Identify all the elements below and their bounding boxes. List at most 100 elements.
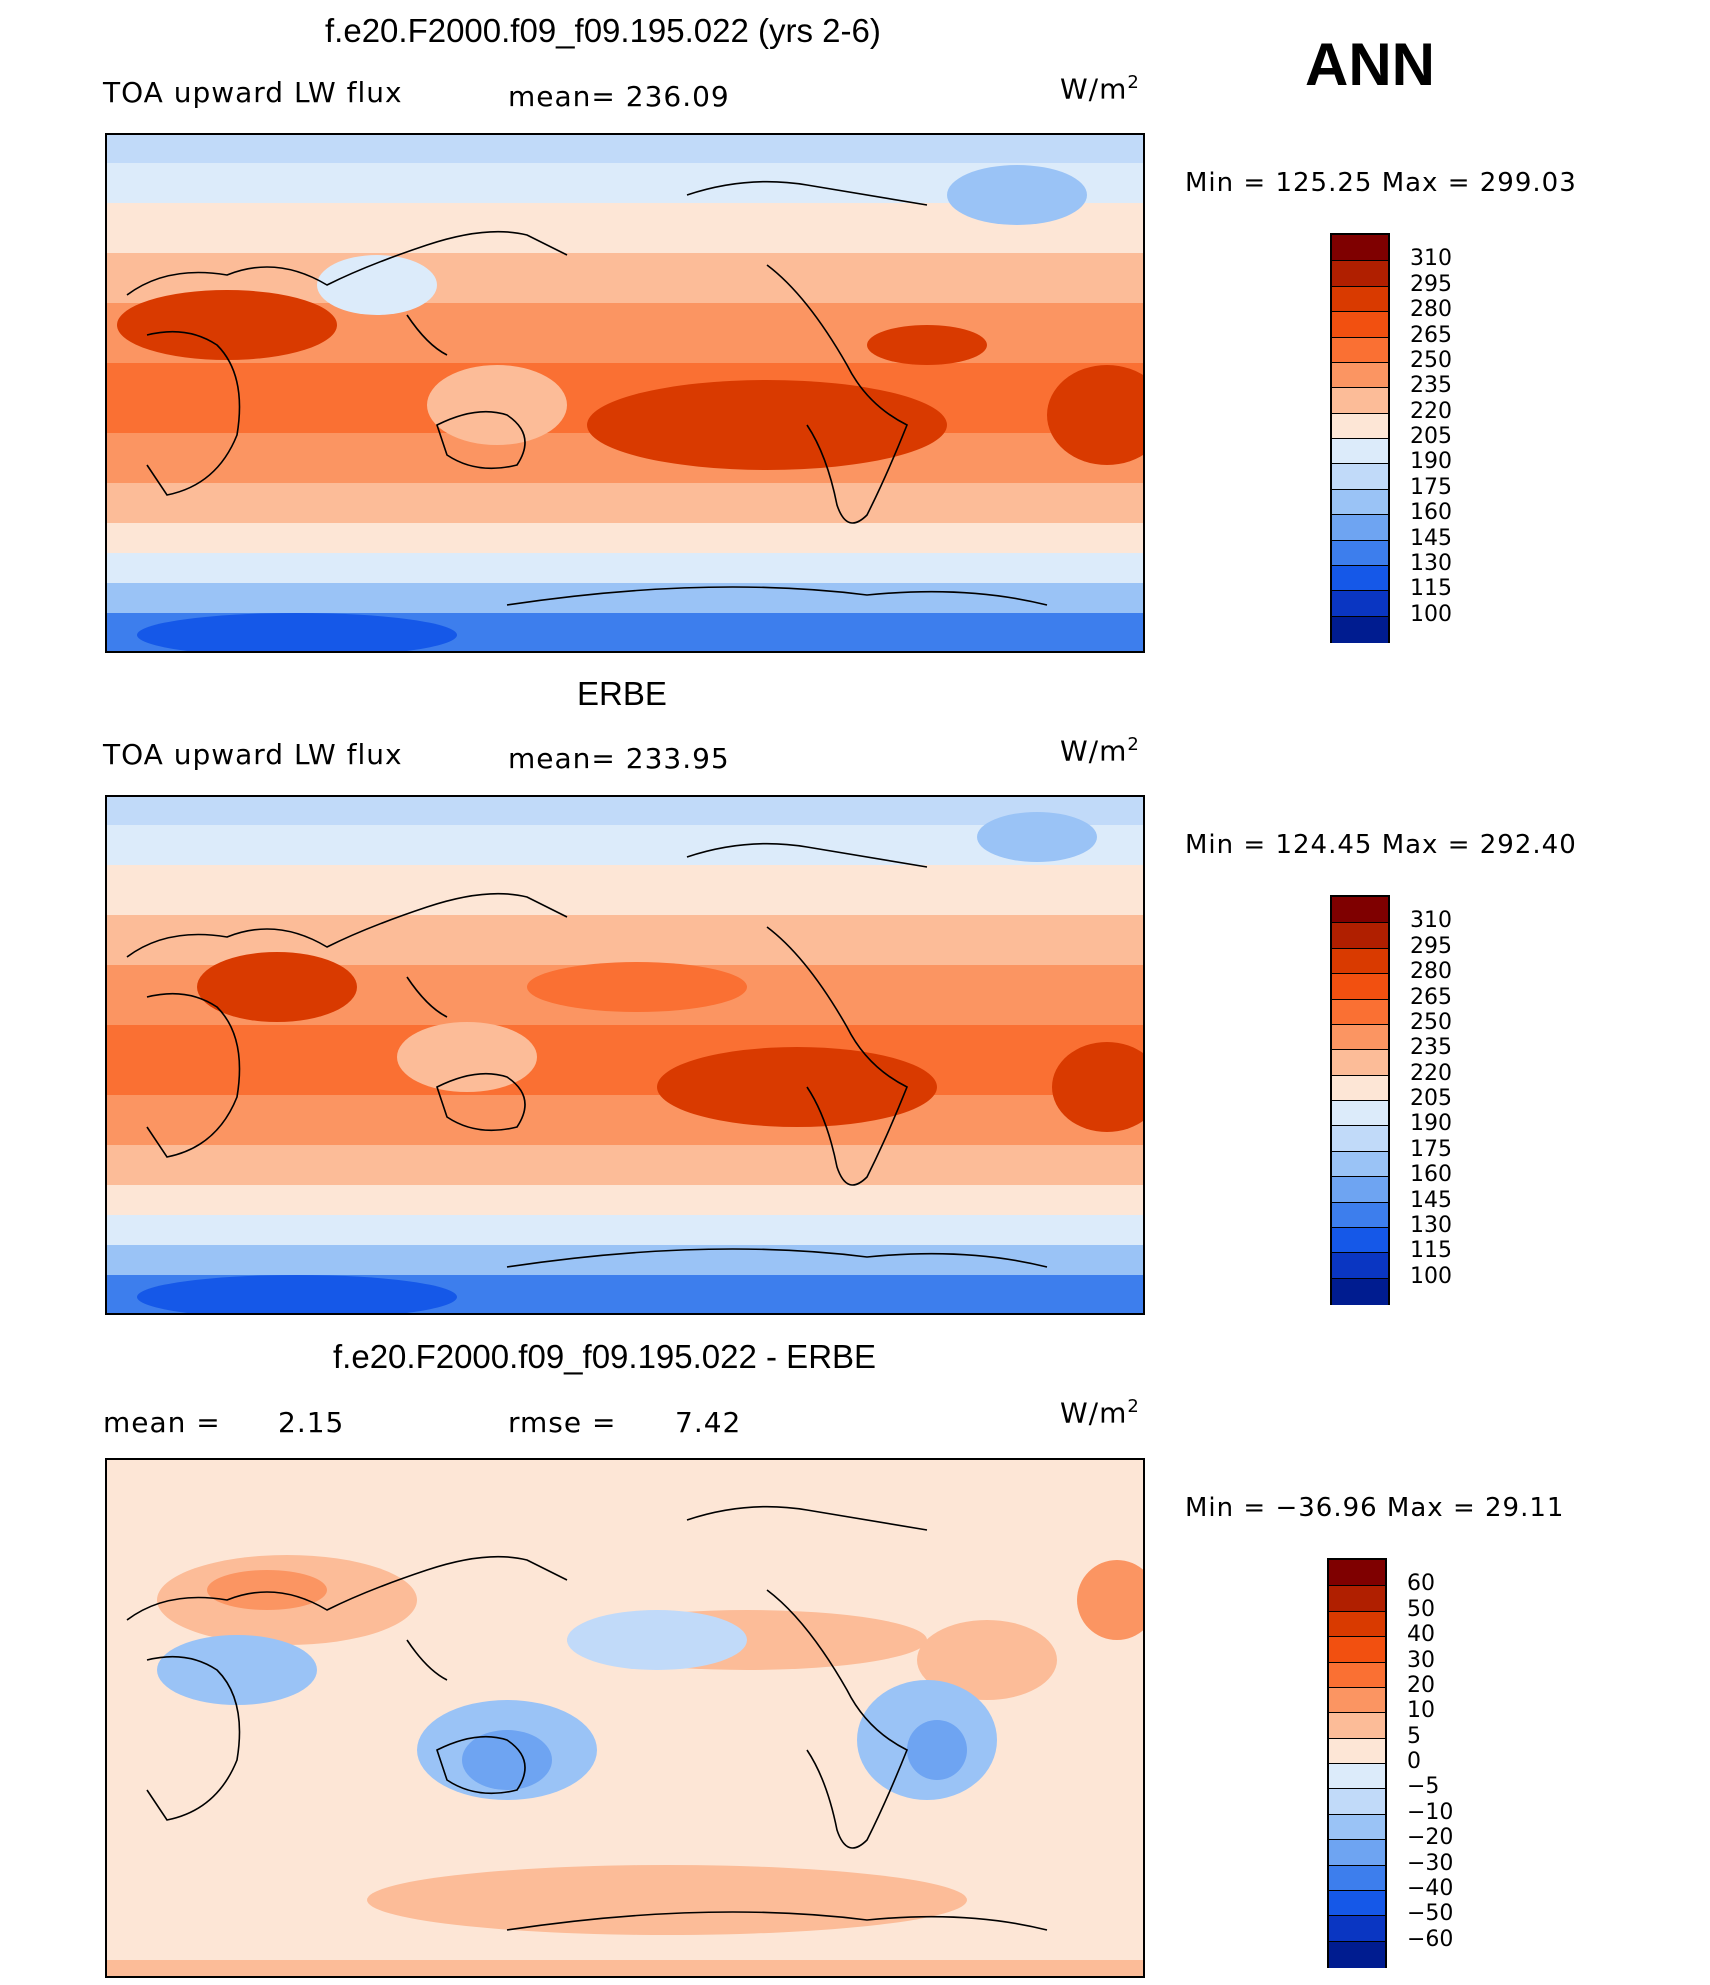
colorbar-swatch xyxy=(1332,463,1388,491)
colorbar-swatch xyxy=(1329,1686,1385,1714)
panel3-mean-value: 2.15 xyxy=(278,1406,345,1439)
colorbar-tick-label: 30 xyxy=(1407,1647,1435,1673)
colorbar-tick-label: 205 xyxy=(1410,424,1452,449)
panel3-rmse-value: 7.42 xyxy=(675,1406,742,1439)
colorbar-tick-label: 235 xyxy=(1410,1035,1452,1061)
colorbar-tick-label: 10 xyxy=(1407,1698,1435,1724)
colorbar-tick-label: 220 xyxy=(1410,398,1452,424)
colorbar-swatch xyxy=(1332,260,1388,288)
colorbar-swatch xyxy=(1332,412,1388,440)
colorbar-tick-label: 175 xyxy=(1410,1136,1452,1162)
colorbar-swatch xyxy=(1332,947,1388,975)
colorbar-tick-label: 175 xyxy=(1410,474,1452,500)
panel1-minmax: Min = 125.25 Max = 299.03 xyxy=(1185,168,1577,198)
colorbar-swatch xyxy=(1332,564,1388,592)
colorbar-tick-label: 115 xyxy=(1410,1238,1452,1264)
colorbar-swatch xyxy=(1329,1839,1385,1866)
colorbar-swatch xyxy=(1329,1788,1385,1816)
colorbar-tick-label: 50 xyxy=(1407,1596,1435,1622)
panel1-colorbar: 310 295 280 265 250 235 220 205 190 175 160 145 130 1… xyxy=(1330,233,1452,643)
colorbar-swatch xyxy=(1329,1585,1385,1613)
colorbar-tick-label: 190 xyxy=(1410,1111,1452,1137)
colorbar-tick-label: −40 xyxy=(1407,1875,1454,1901)
colorbar-swatch xyxy=(1332,922,1388,950)
panel2-minmax: Min = 124.45 Max = 292.40 xyxy=(1185,830,1577,860)
colorbar-swatch xyxy=(1332,488,1388,516)
colorbar-tick-label: 160 xyxy=(1410,1162,1452,1188)
colorbar-tick-label: 160 xyxy=(1410,500,1452,526)
colorbar-swatch xyxy=(1329,1610,1385,1638)
colorbar-tick-label: 100 xyxy=(1410,601,1452,627)
colorbar-tick-label: 265 xyxy=(1410,984,1452,1010)
colorbar-swatch xyxy=(1332,998,1388,1026)
colorbar-swatch xyxy=(1332,514,1388,541)
colorbar-tick-label: −30 xyxy=(1407,1850,1454,1876)
colorbar-tick-label: 205 xyxy=(1410,1086,1452,1111)
colorbar-swatch xyxy=(1332,1201,1388,1229)
colorbar-tick-label: 145 xyxy=(1410,1187,1452,1213)
panel2-colorbar: 310 295 280 265 250 235 220 205 190 175 160 145 130 1… xyxy=(1330,895,1452,1305)
colorbar-tick-label: 100 xyxy=(1410,1263,1452,1289)
panel1-units: W/m2 xyxy=(1060,72,1140,106)
colorbar-tick-label: 40 xyxy=(1407,1622,1435,1648)
colorbar-tick-label: 295 xyxy=(1410,933,1452,959)
panel3-rmse-label: rmse = xyxy=(508,1406,617,1439)
colorbar-tick-label: 115 xyxy=(1410,576,1452,602)
colorbar-swatch xyxy=(1332,539,1388,567)
colorbar-tick-label: −10 xyxy=(1407,1799,1454,1825)
colorbar-swatch xyxy=(1329,1915,1385,1943)
panel2-units: W/m2 xyxy=(1060,734,1140,768)
colorbar-swatch xyxy=(1329,1661,1385,1689)
colorbar-swatch xyxy=(1329,1560,1385,1586)
colorbar-tick-label: 60 xyxy=(1407,1571,1435,1597)
colorbar-tick-label: −60 xyxy=(1407,1926,1454,1952)
panel3-title: f.e20.F2000.f09_f09.195.022 - ERBE xyxy=(333,1338,877,1375)
colorbar-tick-label: 310 xyxy=(1410,908,1452,934)
colorbar-swatch xyxy=(1332,1150,1388,1178)
panel3-minmax: Min = −36.96 Max = 29.11 xyxy=(1185,1493,1565,1523)
colorbar-swatch xyxy=(1329,1864,1385,1892)
colorbar-swatch xyxy=(1329,1813,1385,1841)
panel2-map xyxy=(105,795,1145,1315)
colorbar-tick-label: 220 xyxy=(1410,1060,1452,1086)
colorbar-swatch xyxy=(1332,1049,1388,1077)
colorbar-swatch xyxy=(1332,615,1388,643)
panel1-title: f.e20.F2000.f09_f09.195.022 (yrs 2-6) xyxy=(325,12,881,49)
panel3-colorbar: 60 50 40 30 20 10 5 0 −5 −10 −20 −30 −40 −50 −60 xyxy=(1327,1558,1453,1968)
panel1-map xyxy=(105,133,1145,653)
colorbar-swatch xyxy=(1332,311,1388,338)
colorbar-swatch xyxy=(1332,1100,1388,1127)
panel3-map xyxy=(105,1458,1145,1978)
colorbar-tick-label: 0 xyxy=(1407,1749,1421,1774)
colorbar-swatch xyxy=(1332,285,1388,313)
panel2-title: ERBE xyxy=(577,675,667,712)
colorbar-tick-label: 5 xyxy=(1407,1723,1421,1749)
colorbar-tick-label: 145 xyxy=(1410,525,1452,551)
panel2-map-canvas xyxy=(107,797,1143,1313)
colorbar-swatch xyxy=(1332,1277,1388,1305)
colorbar-swatch xyxy=(1332,1252,1388,1280)
colorbar-tick-label: 20 xyxy=(1407,1672,1435,1698)
colorbar-tick-label: −50 xyxy=(1407,1901,1454,1927)
panel1-map-canvas xyxy=(107,135,1143,651)
panel1-mean-label: mean= 236.09 xyxy=(508,80,730,113)
panel2-variable-label: TOA upward LW flux xyxy=(103,738,403,771)
colorbar-swatch xyxy=(1329,1889,1385,1917)
colorbar-tick-label: 190 xyxy=(1410,449,1452,475)
colorbar-swatch xyxy=(1332,1125,1388,1153)
colorbar-swatch xyxy=(1329,1636,1385,1663)
panel2-mean-label: mean= 233.95 xyxy=(508,742,730,775)
colorbar-swatch xyxy=(1332,235,1388,261)
colorbar-tick-label: 310 xyxy=(1410,246,1452,272)
colorbar-tick-label: 235 xyxy=(1410,373,1452,399)
panel1-variable-label: TOA upward LW flux xyxy=(103,76,403,109)
colorbar-tick-label: −5 xyxy=(1407,1774,1440,1800)
colorbar-tick-label: 250 xyxy=(1410,347,1452,373)
colorbar-swatch xyxy=(1329,1712,1385,1740)
panel3-mean-label: mean = xyxy=(103,1406,221,1439)
colorbar-tick-label: 265 xyxy=(1410,322,1452,348)
panel3-units: W/m2 xyxy=(1060,1396,1140,1430)
colorbar-swatch xyxy=(1329,1940,1385,1968)
colorbar-tick-label: −20 xyxy=(1407,1825,1454,1851)
colorbar-swatch xyxy=(1332,1074,1388,1102)
